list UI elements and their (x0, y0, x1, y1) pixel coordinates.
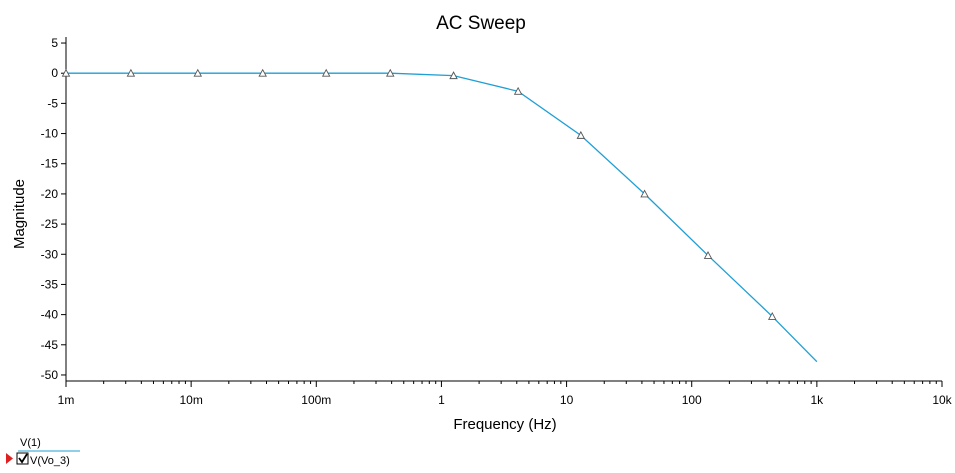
y-tick-label: -30 (41, 247, 59, 261)
legend[interactable]: V(1) V(Vo_3) (6, 437, 80, 467)
y-tick-label: -10 (41, 127, 59, 141)
data-point-marker (126, 68, 136, 77)
y-tick-label: -25 (41, 217, 59, 231)
y-tick-label: -40 (41, 308, 59, 322)
y-tick-label: 5 (51, 36, 58, 50)
data-point-marker (640, 189, 649, 198)
checkmark-icon (18, 453, 28, 464)
y-tick-label: -45 (41, 338, 59, 352)
data-point-marker (449, 71, 458, 80)
y-tick-label: -15 (41, 157, 59, 171)
x-tick-label: 1 (438, 393, 445, 407)
x-axis: 1m 10m 100m 1 10 100 1k 10k (58, 381, 953, 407)
x-tick-label: 10m (179, 393, 202, 407)
legend-entry-label: V(Vo_3) (30, 455, 70, 467)
legend-header: V(1) (20, 437, 41, 449)
x-axis-title: Frequency (Hz) (453, 416, 556, 433)
data-point-marker (576, 130, 586, 139)
data-point-marker (193, 68, 203, 77)
data-point-marker (513, 86, 523, 95)
y-tick-label: -35 (41, 277, 59, 291)
x-tick-label: 10 (560, 393, 574, 407)
data-point-marker (61, 68, 71, 77)
y-tick-label: -20 (41, 187, 59, 201)
chart-title: AC Sweep (436, 13, 526, 34)
data-point-marker (767, 311, 777, 320)
data-point-marker (703, 251, 713, 259)
y-axis: 5 0 -5 -10 -15 -20 -25 -30 -35 -40 -45 -50 (41, 36, 66, 382)
series-layer (61, 68, 818, 363)
y-tick-label: -5 (47, 96, 58, 110)
plot-area (65, 37, 942, 382)
data-point-marker (385, 68, 395, 77)
series-line (66, 72, 818, 363)
legend-selected-marker-icon (6, 453, 13, 464)
y-tick-label: 0 (51, 66, 58, 80)
y-axis-title: Magnitude (11, 179, 28, 249)
legend-checkbox[interactable] (16, 452, 29, 465)
x-tick-label: 1k (811, 393, 825, 407)
x-tick-label: 100m (301, 393, 331, 407)
data-point-marker (258, 68, 267, 77)
x-tick-label: 100 (682, 393, 702, 407)
y-tick-label: -50 (41, 368, 59, 382)
x-tick-label: 10k (932, 393, 952, 407)
data-point-marker (321, 68, 331, 77)
x-tick-label: 1m (58, 393, 75, 407)
